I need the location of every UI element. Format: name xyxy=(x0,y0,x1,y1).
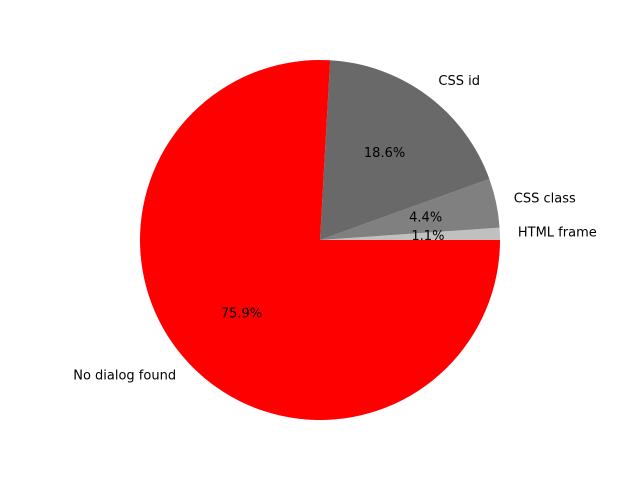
pie-slice-no-dialog-found xyxy=(140,60,500,420)
pie-slice-css-class xyxy=(320,179,500,240)
pie-slice-html-frame xyxy=(320,227,500,240)
slice-label-css-id: CSS id xyxy=(438,74,480,89)
slice-percent-css-class: 4.4% xyxy=(409,210,442,225)
slice-percent-css-id: 18.6% xyxy=(364,146,405,161)
pie-slice-css-id xyxy=(320,60,490,240)
slice-label-html-frame: HTML frame xyxy=(518,226,597,241)
slice-label-no-dialog-found: No dialog found xyxy=(73,368,176,383)
slice-percent-html-frame: 1.1% xyxy=(411,229,444,244)
slice-label-css-class: CSS class xyxy=(514,192,576,207)
pie-labels: HTML frame 1.1% CSS class 4.4% CSS id 18.6% No… xyxy=(73,74,597,384)
slice-percent-no-dialog-found: 75.9% xyxy=(221,307,262,322)
pie-slices xyxy=(140,60,500,420)
